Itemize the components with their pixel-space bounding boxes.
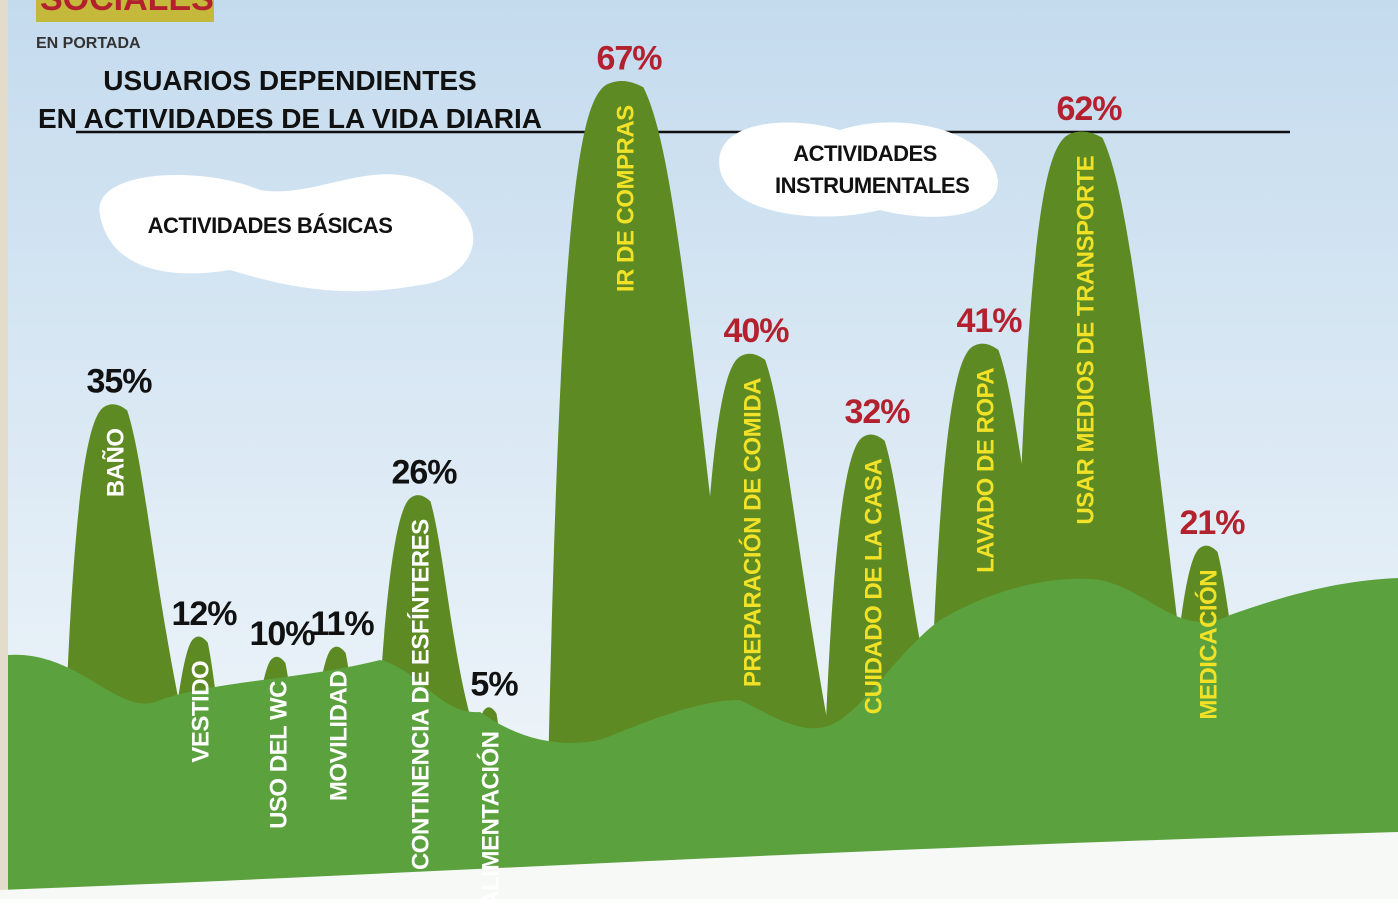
value-label: 40%	[723, 312, 789, 350]
category-label: USO DEL WC	[265, 681, 292, 829]
legend-entry: ACTIVIDADES INSTRUMENTALES	[775, 141, 970, 198]
value-label: 67%	[596, 39, 662, 77]
subsection-label: EN PORTADA	[36, 35, 141, 52]
value-label: 10%	[249, 615, 315, 653]
section-label: SOCIALES	[40, 0, 214, 18]
category-label: CONTINENCIA DE ESFÍNTERES	[406, 519, 434, 870]
cloud	[99, 174, 474, 292]
chart-subtitle: EN ACTIVIDADES DE LA VIDA DIARIA	[38, 103, 542, 134]
category-label: MOVILIDAD	[325, 671, 352, 801]
value-label: 21%	[1179, 504, 1245, 542]
chart-title: USUARIOS DEPENDIENTES	[103, 65, 476, 96]
value-label: 11%	[310, 605, 374, 643]
section-tab	[36, 0, 214, 22]
value-label: 41%	[956, 302, 1022, 340]
ground	[0, 832, 1398, 899]
category-label: BAÑO	[101, 429, 129, 498]
peak	[697, 353, 835, 760]
legend-entry: ACTIVIDADES BÁSICAS	[147, 213, 393, 238]
hills	[8, 578, 1398, 899]
value-label: 32%	[844, 393, 910, 431]
category-label: MEDICACIÓN	[1194, 570, 1222, 720]
page-edge	[0, 0, 8, 899]
value-label: 12%	[171, 595, 237, 633]
peak	[548, 81, 740, 761]
peak	[64, 404, 192, 760]
category-label: VESTIDO	[187, 661, 214, 763]
category-label: USAR MEDIOS DE TRANSPORTE	[1072, 155, 1099, 524]
category-label: IR DE COMPRAS	[612, 105, 639, 292]
category-label: PREPARACIÓN DE COMIDA	[738, 378, 766, 687]
category-label: LAVADO DE ROPA	[972, 368, 999, 573]
cloud	[719, 122, 999, 217]
category-label: CUIDADO DE LA CASA	[860, 459, 887, 715]
category-label: ALIMENTACIÓN	[476, 732, 504, 900]
value-label: 26%	[391, 453, 457, 491]
value-label: 62%	[1056, 90, 1122, 128]
value-label: 5%	[470, 666, 518, 704]
value-label: 35%	[86, 363, 152, 401]
